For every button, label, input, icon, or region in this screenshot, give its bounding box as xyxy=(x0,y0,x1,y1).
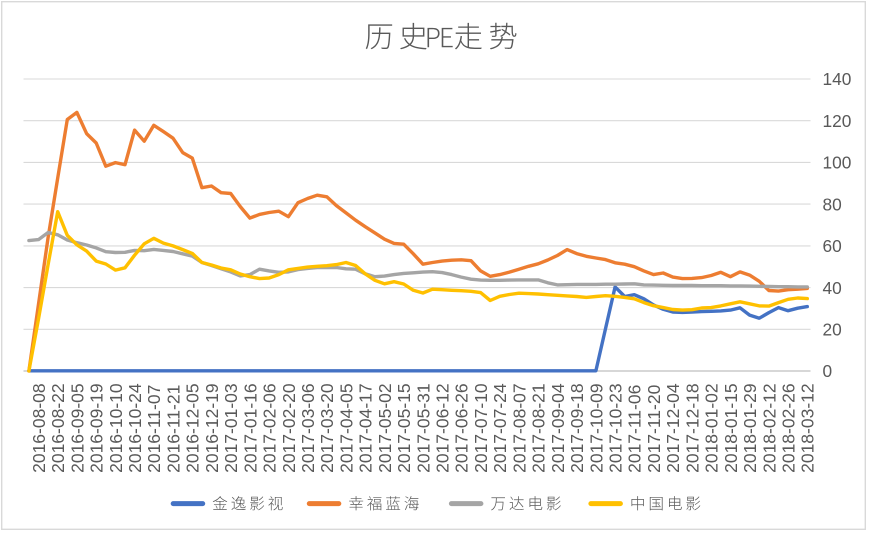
svg-text:2016-10-10: 2016-10-10 xyxy=(106,383,126,473)
svg-text:2017-03-20: 2017-03-20 xyxy=(317,383,337,473)
svg-text:2017-01-03: 2017-01-03 xyxy=(221,383,241,473)
svg-text:2016-11-21: 2016-11-21 xyxy=(163,385,183,473)
svg-text:40: 40 xyxy=(823,278,842,298)
svg-text:2016-10-24: 2016-10-24 xyxy=(125,383,145,473)
svg-text:2016-11-07: 2016-11-07 xyxy=(144,385,164,473)
svg-text:2017-08-21: 2017-08-21 xyxy=(529,383,549,473)
svg-text:2017-09-04: 2017-09-04 xyxy=(548,383,568,473)
svg-text:2017-06-12: 2017-06-12 xyxy=(433,383,453,473)
svg-text:140: 140 xyxy=(823,69,852,89)
svg-text:2017-05-02: 2017-05-02 xyxy=(375,383,395,473)
svg-text:2017-08-07: 2017-08-07 xyxy=(509,383,529,473)
svg-text:2018-01-15: 2018-01-15 xyxy=(721,383,741,473)
svg-text:2017-07-24: 2017-07-24 xyxy=(490,383,510,473)
svg-text:2017-06-26: 2017-06-26 xyxy=(452,383,472,473)
svg-text:2017-10-09: 2017-10-09 xyxy=(586,383,606,473)
svg-text:80: 80 xyxy=(823,194,842,214)
svg-text:2016-08-22: 2016-08-22 xyxy=(48,383,68,473)
svg-text:2017-05-15: 2017-05-15 xyxy=(394,383,414,473)
svg-text:2017-07-10: 2017-07-10 xyxy=(471,383,491,473)
svg-text:2017-03-06: 2017-03-06 xyxy=(298,383,318,473)
svg-text:2017-09-18: 2017-09-18 xyxy=(567,383,587,473)
svg-text:2017-11-06: 2017-11-06 xyxy=(625,385,645,473)
svg-text:2017-04-17: 2017-04-17 xyxy=(356,383,376,473)
svg-text:2016-09-05: 2016-09-05 xyxy=(67,383,87,473)
svg-text:2017-04-05: 2017-04-05 xyxy=(336,383,356,473)
svg-text:2018-02-26: 2018-02-26 xyxy=(779,383,799,473)
svg-text:20: 20 xyxy=(823,320,842,340)
svg-text:2017-05-31: 2017-05-31 xyxy=(413,383,433,473)
svg-text:120: 120 xyxy=(823,111,852,131)
svg-text:2017-10-23: 2017-10-23 xyxy=(606,383,626,473)
svg-text:2018-01-29: 2018-01-29 xyxy=(740,383,760,473)
svg-text:0: 0 xyxy=(823,361,833,381)
svg-text:2018-03-12: 2018-03-12 xyxy=(798,383,818,473)
svg-text:2018-02-12: 2018-02-12 xyxy=(759,383,779,473)
svg-text:2017-02-06: 2017-02-06 xyxy=(260,383,280,473)
svg-text:60: 60 xyxy=(823,236,842,256)
svg-text:2017-12-04: 2017-12-04 xyxy=(663,383,683,473)
svg-text:2017-11-20: 2017-11-20 xyxy=(644,384,664,472)
svg-text:2017-01-16: 2017-01-16 xyxy=(240,383,260,473)
svg-text:2016-12-19: 2016-12-19 xyxy=(202,383,222,473)
svg-text:2016-12-05: 2016-12-05 xyxy=(183,383,203,473)
svg-text:2016-08-08: 2016-08-08 xyxy=(29,383,49,473)
svg-text:2016-09-19: 2016-09-19 xyxy=(87,383,107,473)
svg-text:2018-01-02: 2018-01-02 xyxy=(702,383,722,473)
svg-text:100: 100 xyxy=(823,153,852,173)
svg-text:2017-12-18: 2017-12-18 xyxy=(682,383,702,473)
svg-text:2017-02-20: 2017-02-20 xyxy=(279,383,299,473)
